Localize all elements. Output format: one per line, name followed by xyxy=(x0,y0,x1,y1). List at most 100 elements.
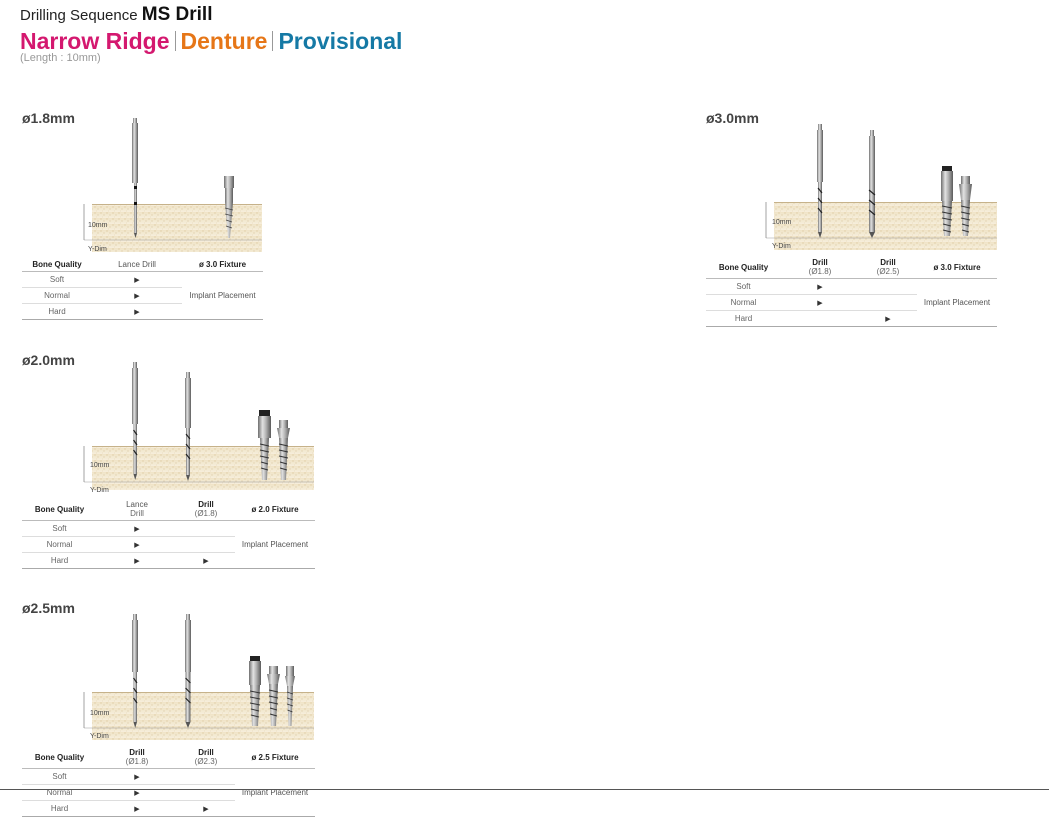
step-marker-icon: ▶ xyxy=(134,773,140,781)
section-d20: ø2.0mm 10mm Y-Dim xyxy=(22,352,322,577)
implant-placement: Implant Placement xyxy=(917,278,997,327)
step-marker-icon: ▶ xyxy=(203,805,209,813)
step-marker-icon: ▶ xyxy=(134,525,140,533)
step-marker-icon: ▶ xyxy=(203,557,209,565)
fixture-icon xyxy=(267,666,280,726)
col-header-drill-1-8: Drill (Ø1.8) xyxy=(97,746,177,769)
indication-provisional: Provisional xyxy=(278,28,403,54)
quality-label: Hard xyxy=(706,310,781,327)
page-title: Drilling Sequence MS Drill xyxy=(20,4,402,26)
table-row: Normal ▶ xyxy=(22,287,263,304)
step-marker-icon: ▶ xyxy=(817,299,823,307)
quality-label: Normal xyxy=(22,784,97,801)
quality-label: Normal xyxy=(706,294,781,311)
col-header-lance-drill: Lance Drill xyxy=(97,498,177,521)
table-row: Normal ▶ xyxy=(22,536,315,553)
fixture-icon xyxy=(258,410,271,480)
step-marker-icon: ▶ xyxy=(134,308,140,316)
col-header-sub: (Ø2.3) xyxy=(194,757,218,766)
table-row: Soft ▶ Implant Placement xyxy=(22,768,315,817)
quality-label: Normal xyxy=(22,536,97,553)
section-title: ø2.0mm xyxy=(22,352,75,368)
step-marker-icon: ▶ xyxy=(134,557,140,565)
fixture-icon xyxy=(941,166,953,236)
col-header-fixture: ø 3.0 Fixture xyxy=(198,260,247,269)
table-row: Soft ▶ Implant Placement xyxy=(22,520,315,569)
col-header-main: Drill xyxy=(198,748,214,757)
fixture-icon xyxy=(285,666,295,726)
implant-placement: Implant Placement xyxy=(182,271,263,320)
fixture-icon xyxy=(959,176,972,236)
lance-drill-icon xyxy=(132,362,138,480)
separator xyxy=(174,31,176,51)
implant-placement: Implant Placement xyxy=(235,768,315,817)
fixture-icon xyxy=(277,420,290,480)
drilling-illustration: 10mm Y-Dim xyxy=(765,124,997,250)
col-header-sub: (Ø1.8) xyxy=(194,509,218,518)
col-header-main: Drill xyxy=(198,500,214,509)
indications: Narrow Ridge Denture Provisional xyxy=(20,28,402,54)
depth-label: 10mm xyxy=(90,462,110,469)
col-header-sub: Drill xyxy=(130,509,144,518)
table-row: Hard ▶ ▶ xyxy=(22,552,315,569)
drill-icon xyxy=(817,124,823,238)
length-note: (Length : 10mm) xyxy=(20,52,101,64)
step-marker-icon: ▶ xyxy=(885,315,891,323)
depth-label: 10mm xyxy=(90,710,110,717)
quality-label: Normal xyxy=(22,287,92,304)
ydim-label: Y-Dim xyxy=(90,733,109,740)
indication-denture: Denture xyxy=(180,28,268,54)
col-header-drill-1-8: Drill (Ø1.8) xyxy=(177,498,235,521)
bone-quality-table: Bone Quality Lance Drill ø 3.0 Fixture S… xyxy=(22,258,263,320)
product-name: MS Drill xyxy=(141,4,213,25)
col-header-drill-2-3: Drill (Ø2.3) xyxy=(177,746,235,769)
table-row: Soft ▶ Implant Placement xyxy=(706,278,997,327)
section-d30: ø3.0mm 10mm Y-Dim xyxy=(706,110,1006,335)
quality-label: Hard xyxy=(22,552,97,569)
col-header-drill-1-8: Drill (Ø1.8) xyxy=(781,256,859,279)
col-header-fixture: ø 2.5 Fixture xyxy=(251,752,299,762)
separator xyxy=(272,31,274,51)
bone-block xyxy=(92,446,314,490)
ydim-label: Y-Dim xyxy=(90,487,109,494)
col-header-main: Drill xyxy=(129,748,145,757)
col-header-sub: (Ø1.8) xyxy=(808,267,832,276)
step-marker-icon: ▶ xyxy=(817,283,823,291)
drill-icon xyxy=(185,614,191,728)
section-d18: ø1.8mm 10mm Y-Dim Bone Quality Lance Dri… xyxy=(22,110,272,335)
bone-quality-table: Bone Quality Lance Drill Drill (Ø1.8) ø 2.… xyxy=(22,498,315,569)
col-header-fixture: ø 3.0 Fixture xyxy=(933,262,981,272)
col-header-bone-quality: Bone Quality xyxy=(718,262,769,272)
step-marker-icon: ▶ xyxy=(134,276,140,284)
page-header: Drilling Sequence MS Drill Narrow Ridge D… xyxy=(20,4,402,64)
fixture-icon xyxy=(249,656,261,726)
col-header-main: Lance xyxy=(126,500,148,509)
quality-label: Soft xyxy=(22,768,97,785)
section-title: ø1.8mm xyxy=(22,110,75,126)
col-header-sub: (Ø1.8) xyxy=(125,757,149,766)
bone-block xyxy=(92,692,314,740)
quality-label: Soft xyxy=(706,278,781,295)
quality-label: Soft xyxy=(22,520,97,537)
ydim-label: Y-Dim xyxy=(772,243,791,250)
section-d25: ø2.5mm 10mm Y-Dim xyxy=(22,600,322,817)
step-marker-icon: ▶ xyxy=(134,292,140,300)
bone-quality-table: Bone Quality Drill (Ø1.8) Drill (Ø2.5) ø 3… xyxy=(706,256,997,327)
lance-drill-icon xyxy=(132,118,138,238)
drilling-illustration: 10mm Y-Dim xyxy=(83,614,314,740)
bone-block xyxy=(92,204,262,252)
col-header-drill-2-5: Drill (Ø2.5) xyxy=(859,256,917,279)
col-header-main: Drill xyxy=(880,258,896,267)
implant-placement: Implant Placement xyxy=(235,520,315,569)
quality-label: Hard xyxy=(22,800,97,817)
col-header-bone-quality: Bone Quality xyxy=(32,260,82,269)
col-header-fixture: ø 2.0 Fixture xyxy=(251,504,299,514)
depth-label: 10mm xyxy=(88,222,108,229)
drill-icon xyxy=(132,614,138,728)
depth-label: 10mm xyxy=(772,219,792,226)
fixture-icon xyxy=(224,176,234,238)
step-marker-icon: ▶ xyxy=(134,541,140,549)
table-row: Hard ▶ xyxy=(22,303,263,320)
drilling-illustration: 10mm Y-Dim xyxy=(83,362,314,494)
title-prefix: Drilling Sequence xyxy=(20,7,138,24)
